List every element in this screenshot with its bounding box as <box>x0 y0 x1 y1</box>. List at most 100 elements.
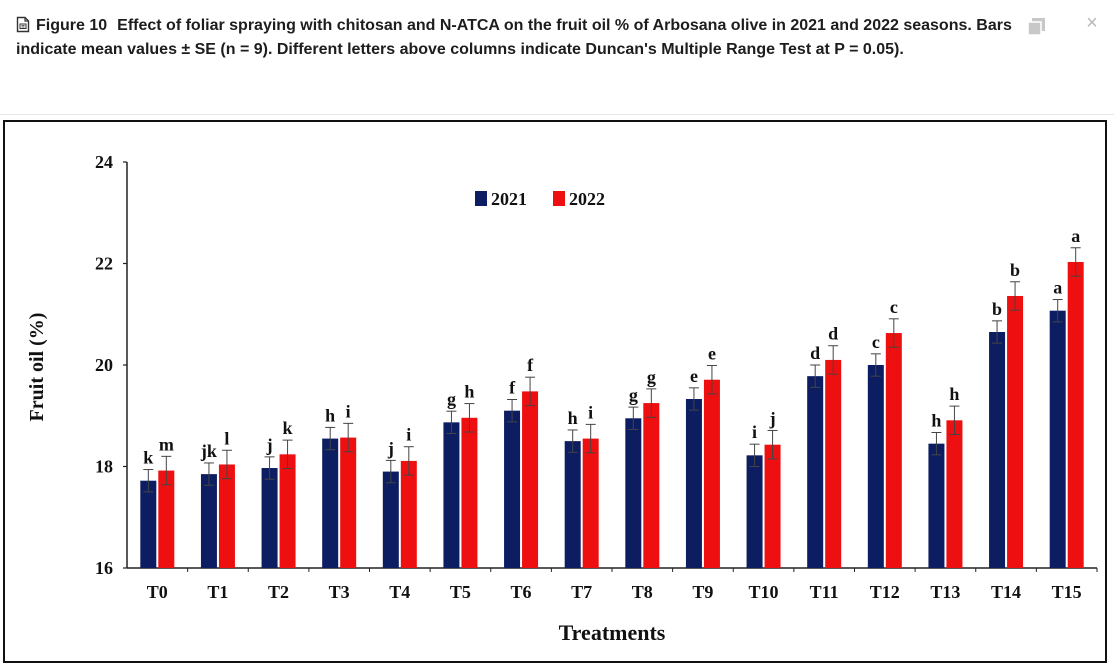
bar-2022-T10 <box>764 444 781 568</box>
bar-2022-T8 <box>643 403 660 568</box>
x-tick-label: T15 <box>1052 582 1082 602</box>
x-tick-label: T10 <box>749 582 779 602</box>
y-tick-label: 24 <box>95 152 113 172</box>
x-tick-label: T3 <box>329 582 350 602</box>
close-icon: × <box>1086 12 1098 34</box>
y-tick-label: 16 <box>95 558 113 578</box>
x-tick-label: T8 <box>632 582 653 602</box>
y-axis-title: Fruit oil (%) <box>26 313 48 422</box>
bar-2021-T15 <box>1049 310 1066 568</box>
x-axis-title: Treatments <box>559 620 666 645</box>
significance-letter: g <box>629 385 638 405</box>
x-tick-label: T0 <box>147 582 168 602</box>
bar-2021-T0 <box>140 480 157 568</box>
x-tick-label: T1 <box>207 582 228 602</box>
significance-letter: j <box>387 438 394 458</box>
caption-divider <box>0 114 1114 115</box>
significance-letter: j <box>769 408 776 428</box>
bar-2022-T5 <box>461 417 478 568</box>
significance-letter: i <box>588 402 593 422</box>
significance-letter: m <box>159 434 174 454</box>
bar-2021-T2 <box>261 468 278 568</box>
x-tick-label: T6 <box>511 582 532 602</box>
significance-letter: a <box>1053 278 1062 298</box>
x-tick-label: T5 <box>450 582 471 602</box>
bar-2022-T15 <box>1067 261 1084 568</box>
bar-2022-T2 <box>279 454 296 568</box>
significance-letter: f <box>527 355 534 375</box>
document-icon <box>16 16 30 33</box>
y-tick-label: 22 <box>95 254 113 274</box>
bar-2022-T7 <box>582 438 599 568</box>
x-tick-label: T4 <box>389 582 410 602</box>
x-tick-label: T14 <box>991 582 1021 602</box>
bar-2022-T12 <box>885 333 902 568</box>
bar-2022-T4 <box>400 460 417 568</box>
figure-caption: Figure 10 Effect of foliar spraying with … <box>16 14 1016 62</box>
bar-2022-T9 <box>703 379 720 568</box>
significance-letter: a <box>1071 226 1080 246</box>
x-tick-label: T11 <box>810 582 839 602</box>
copy-button[interactable] <box>1026 16 1048 38</box>
chart-legend: 2021 2022 <box>475 189 605 209</box>
legend-label: 2022 <box>569 189 605 209</box>
x-tick-label: T13 <box>930 582 960 602</box>
significance-letter: h <box>949 384 959 404</box>
significance-letter: b <box>1010 260 1020 280</box>
significance-letter: h <box>464 382 474 402</box>
chart-bars <box>140 247 1084 568</box>
bar-2022-T11 <box>825 359 842 568</box>
bar-2021-T13 <box>928 443 945 568</box>
bar-2022-T14 <box>1007 295 1024 568</box>
significance-letter: g <box>647 367 656 387</box>
bar-2021-T4 <box>382 471 399 568</box>
bar-2022-T13 <box>946 420 963 568</box>
bar-2021-T6 <box>504 410 521 568</box>
bar-2022-T0 <box>158 470 175 568</box>
significance-letter: c <box>890 297 898 317</box>
significance-letter: h <box>931 410 941 430</box>
significance-letter: g <box>447 389 456 409</box>
significance-letter: d <box>810 343 820 363</box>
bar-2022-T6 <box>522 391 539 568</box>
significance-letter: f <box>509 378 516 398</box>
close-button[interactable]: × <box>1082 12 1102 34</box>
chart-frame: 16 18 20 22 24 T0 T1 T2 T3 T4 T5 T6 T7 T8 T9 T10 T11 T12 T… <box>3 120 1107 663</box>
bar-2021-T5 <box>443 422 460 568</box>
x-tick-label: T9 <box>692 582 713 602</box>
significance-letter: c <box>872 332 880 352</box>
significance-letter: e <box>708 344 716 364</box>
y-tick-label: 18 <box>95 457 113 477</box>
significance-letter: i <box>346 401 351 421</box>
significance-letter: k <box>143 448 153 468</box>
legend-label: 2021 <box>491 189 527 209</box>
bar-2021-T11 <box>807 376 824 568</box>
significance-letter: e <box>690 366 698 386</box>
x-tick-label: T7 <box>571 582 592 602</box>
significance-letter: j <box>266 435 273 455</box>
significance-letter: i <box>406 425 411 445</box>
bar-2021-T10 <box>746 455 763 568</box>
significance-letter: l <box>224 428 229 448</box>
significance-letter: jk <box>200 441 217 461</box>
significance-letter: d <box>828 324 838 344</box>
bar-2022-T3 <box>340 437 357 568</box>
bar-2021-T12 <box>867 365 884 568</box>
significance-letter: h <box>568 408 578 428</box>
bar-2022-T1 <box>218 464 235 568</box>
figure-label: Figure 10 <box>36 17 108 34</box>
x-tick-label: T2 <box>268 582 289 602</box>
significance-letter: h <box>325 405 335 425</box>
significance-letter: k <box>283 418 293 438</box>
bar-2021-T8 <box>625 418 642 568</box>
copy-icon <box>1027 18 1045 36</box>
bar-2021-T7 <box>564 441 581 568</box>
caption-text: Effect of foliar spraying with chitosan … <box>16 17 1012 58</box>
significance-letter: b <box>992 299 1002 319</box>
legend-swatch-2021 <box>475 191 487 206</box>
legend-swatch-2022 <box>553 191 565 206</box>
bar-2021-T9 <box>685 399 702 568</box>
